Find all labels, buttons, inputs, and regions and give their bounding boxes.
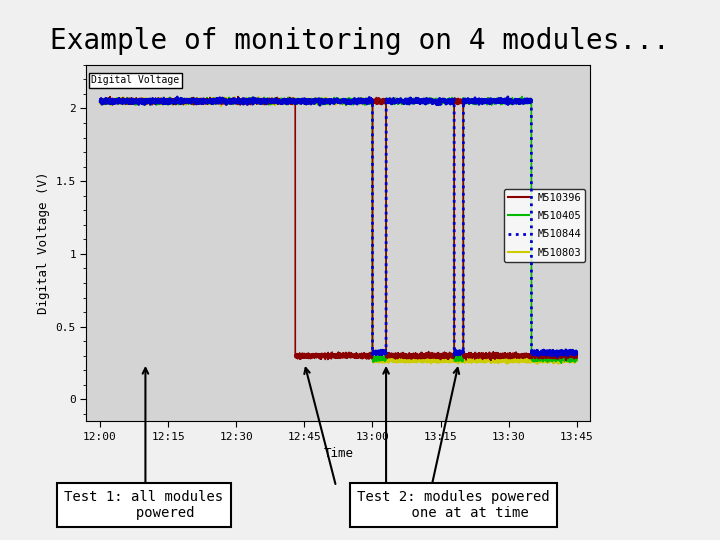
Text: Digital Voltage: Digital Voltage	[91, 76, 179, 85]
Text: Example of monitoring on 4 modules...: Example of monitoring on 4 modules...	[50, 27, 670, 55]
Y-axis label: Digital Voltage (V): Digital Voltage (V)	[37, 172, 50, 314]
Legend: M510396, M510405, M510844, M510803: M510396, M510405, M510844, M510803	[504, 188, 585, 262]
Text: Test 1: all modules
     powered: Test 1: all modules powered	[64, 490, 224, 520]
Text: Test 2: modules powered
    one at at time: Test 2: modules powered one at at time	[357, 490, 550, 520]
X-axis label: Time: Time	[323, 447, 354, 460]
